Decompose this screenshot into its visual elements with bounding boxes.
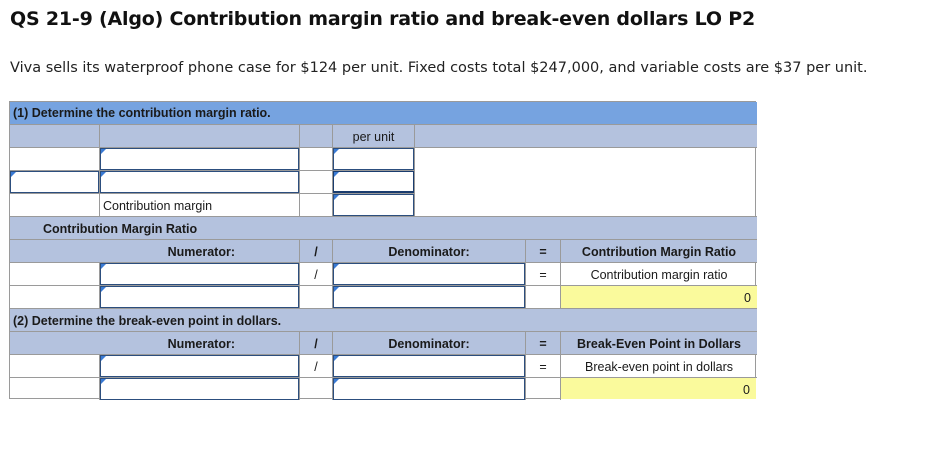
- cmr-equals: =: [539, 268, 547, 282]
- variable-costs-label-input[interactable]: [100, 171, 299, 193]
- cmr-result-value: 0: [744, 291, 751, 305]
- bep-numerator-label: Numerator:: [167, 337, 235, 351]
- cmr-result-label: Contribution margin ratio: [590, 268, 728, 282]
- bep-numerator-value-input[interactable]: [100, 378, 299, 400]
- bep-slash-header: /: [314, 337, 318, 351]
- cmr-formula-header-row: [10, 240, 757, 262]
- bep-numerator-label-input[interactable]: [100, 355, 299, 377]
- cmr-denominator-label-input[interactable]: [333, 263, 525, 285]
- bep-formula-header-row: [10, 332, 757, 354]
- bep-result-value: 0: [743, 383, 750, 397]
- part1-heading-band: [10, 102, 757, 124]
- part1-heading: (1) Determine the contribution margin ra…: [13, 106, 271, 120]
- bep-result-cell: 0: [561, 378, 756, 399]
- bep-denominator-label: Denominator:: [388, 337, 470, 351]
- worksheet: (1) Determine the contribution margin ra…: [9, 101, 757, 400]
- cmr-numerator-value-input[interactable]: [100, 286, 299, 308]
- bep-result-header: Break-Even Point in Dollars: [577, 337, 741, 351]
- sales-label-input[interactable]: [100, 148, 299, 170]
- cmr-result-header: Contribution Margin Ratio: [581, 245, 737, 259]
- less-label-input[interactable]: [10, 171, 99, 193]
- bep-equals-header: =: [539, 337, 547, 351]
- cmr-slash-header: /: [314, 245, 318, 259]
- part2-heading: (2) Determine the break-even point in do…: [13, 314, 282, 328]
- bep-denominator-label-input[interactable]: [333, 355, 525, 377]
- cmr-denominator-label: Denominator:: [388, 245, 470, 259]
- per-unit-header: per unit: [352, 130, 395, 144]
- cmr-slash: /: [314, 268, 318, 282]
- variable-costs-per-unit-input[interactable]: [333, 171, 414, 193]
- cmr-numerator-label-input[interactable]: [100, 263, 299, 285]
- cmr-heading-band: [10, 217, 757, 239]
- cmr-heading: Contribution Margin Ratio: [43, 222, 198, 236]
- contribution-margin-per-unit-input[interactable]: [333, 194, 414, 216]
- problem-statement: Viva sells its waterproof phone case for…: [10, 60, 868, 76]
- cmr-numerator-label: Numerator:: [167, 245, 235, 259]
- contribution-margin-label: Contribution margin: [103, 199, 213, 213]
- page-title: QS 21-9 (Algo) Contribution margin ratio…: [10, 8, 755, 30]
- part2-heading-band: [10, 309, 757, 331]
- sales-per-unit-input[interactable]: [333, 148, 414, 170]
- bep-denominator-value-input[interactable]: [333, 378, 525, 400]
- cmr-equals-header: =: [539, 245, 547, 259]
- bep-slash: /: [314, 360, 318, 374]
- part1-column-header-row: [10, 125, 757, 147]
- bep-result-label: Break-even point in dollars: [585, 360, 733, 374]
- cmr-result-cell: 0: [561, 286, 757, 308]
- cmr-denominator-value-input[interactable]: [333, 286, 525, 308]
- bep-equals: =: [539, 360, 547, 374]
